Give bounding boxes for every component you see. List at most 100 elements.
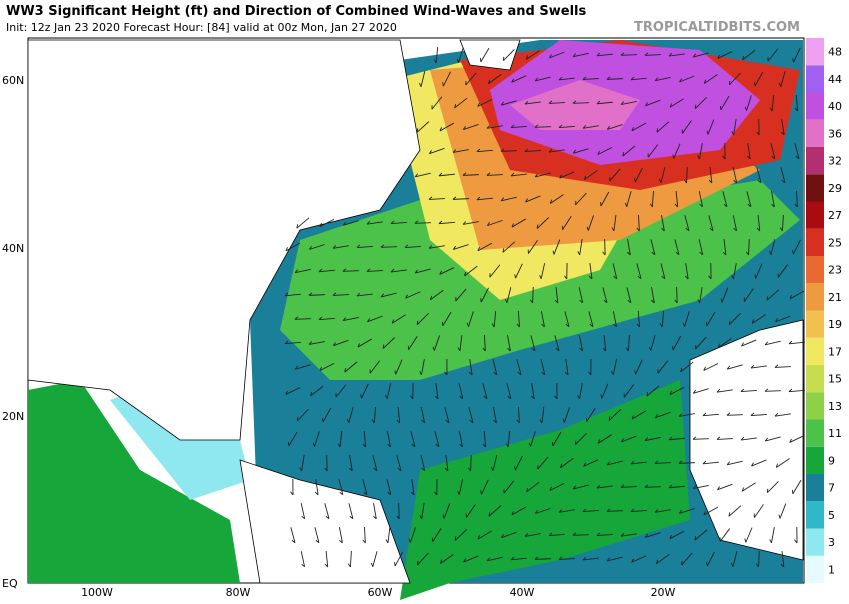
wave-arrow [702, 412, 719, 417]
wave-arrow [669, 386, 685, 396]
wave-arrow [367, 315, 383, 323]
wave-arrow [578, 335, 584, 352]
wave-arrow [431, 96, 443, 110]
wave-arrow [728, 312, 741, 326]
wave-arrow [486, 172, 503, 176]
wave-arrow [534, 76, 551, 82]
wave-arrow [777, 264, 789, 278]
wave-arrow [558, 556, 575, 560]
wave-arrow [636, 214, 640, 232]
wave-arrow [694, 529, 708, 541]
wave-arrow [465, 504, 476, 518]
wave-arrow [674, 190, 679, 208]
colorbar-label: 48 [828, 46, 842, 59]
wave-arrow [732, 167, 738, 184]
wave-arrow [741, 482, 756, 492]
wave-arrow [769, 94, 775, 112]
wave-arrow [744, 95, 752, 111]
wave-arrow [503, 480, 515, 494]
wave-arrow [332, 292, 349, 296]
wave-arrow [434, 431, 440, 448]
wave-arrow [620, 484, 637, 488]
wave-arrow [396, 502, 400, 520]
wave-arrow [602, 238, 606, 256]
wave-arrow [324, 454, 328, 472]
wave-arrow [716, 436, 733, 440]
wave-arrow [655, 411, 671, 419]
wave-arrow [612, 263, 618, 280]
wave-arrow [500, 100, 517, 106]
wave-arrow [500, 148, 517, 152]
wave-arrow [492, 407, 497, 424]
wave-arrow [290, 478, 294, 496]
wave-arrow [702, 460, 719, 465]
wave-arrow [319, 362, 335, 372]
wave-arrow [596, 484, 613, 489]
wave-arrow [656, 121, 670, 133]
wave-arrow [770, 143, 776, 160]
wave-arrow [606, 508, 623, 512]
colorbar-swatch [806, 256, 824, 284]
wave-arrow [732, 215, 738, 232]
colorbar-label: 13 [828, 400, 842, 413]
wave-arrow [414, 172, 431, 178]
wave-arrow [578, 287, 584, 304]
wave-arrow [669, 98, 684, 108]
subtitle: Init: 12z Jan 23 2020 Forecast Hour: [84… [6, 21, 397, 34]
colorbar-label: 25 [828, 236, 842, 249]
wave-arrow [429, 147, 445, 155]
wave-arrow [678, 508, 695, 514]
colorbar-label: 32 [828, 155, 842, 168]
wave-arrow [731, 119, 737, 136]
wave-arrow [645, 99, 661, 107]
wave-arrow [486, 125, 503, 129]
wave-arrow [300, 503, 306, 520]
wave-arrow [680, 361, 694, 373]
wave-arrow [419, 71, 426, 87]
wave-arrow [510, 556, 527, 561]
wave-arrow [337, 430, 343, 448]
wave-arrow [452, 196, 469, 200]
wave-arrow [552, 239, 561, 255]
wave-arrow [697, 287, 703, 304]
colorbar-swatch [806, 92, 824, 120]
wave-arrow [572, 52, 589, 58]
wave-arrow [651, 287, 655, 304]
wave-arrow [644, 532, 661, 538]
wave-arrow [608, 409, 621, 421]
wave-arrow [524, 148, 541, 152]
wave-arrow [756, 167, 762, 184]
wave-arrow [654, 76, 671, 82]
wave-arrow [534, 172, 551, 178]
wave-arrow [386, 431, 391, 448]
wave-arrow [434, 383, 439, 400]
wave-arrow [454, 529, 468, 541]
wave-arrow [308, 244, 325, 250]
wave-arrow [524, 533, 541, 537]
wave-arrow [780, 167, 786, 184]
wave-arrow [596, 100, 613, 105]
colorbar-label: 9 [828, 454, 835, 467]
wave-arrow [648, 335, 656, 351]
wave-arrow [524, 100, 541, 105]
colorbar-swatch [806, 147, 824, 175]
wave-arrow [746, 143, 751, 160]
colorbar-swatch [806, 446, 824, 474]
wave-arrow [335, 384, 347, 398]
wave-arrow [308, 341, 325, 345]
wave-arrow [722, 191, 728, 208]
wave-arrow [681, 120, 692, 134]
wave-arrow [444, 407, 450, 424]
wave-arrow [743, 288, 754, 302]
wave-arrow [726, 412, 743, 416]
wave-arrow [514, 263, 523, 279]
colorbar-label: 15 [828, 373, 842, 386]
wave-arrow [536, 217, 550, 229]
wave-arrow [534, 508, 551, 514]
wave-arrow [623, 384, 635, 398]
wave-arrow [731, 551, 738, 567]
lat-label: 40N [2, 242, 24, 255]
wave-arrow [729, 72, 741, 86]
wave-arrow [332, 245, 349, 249]
